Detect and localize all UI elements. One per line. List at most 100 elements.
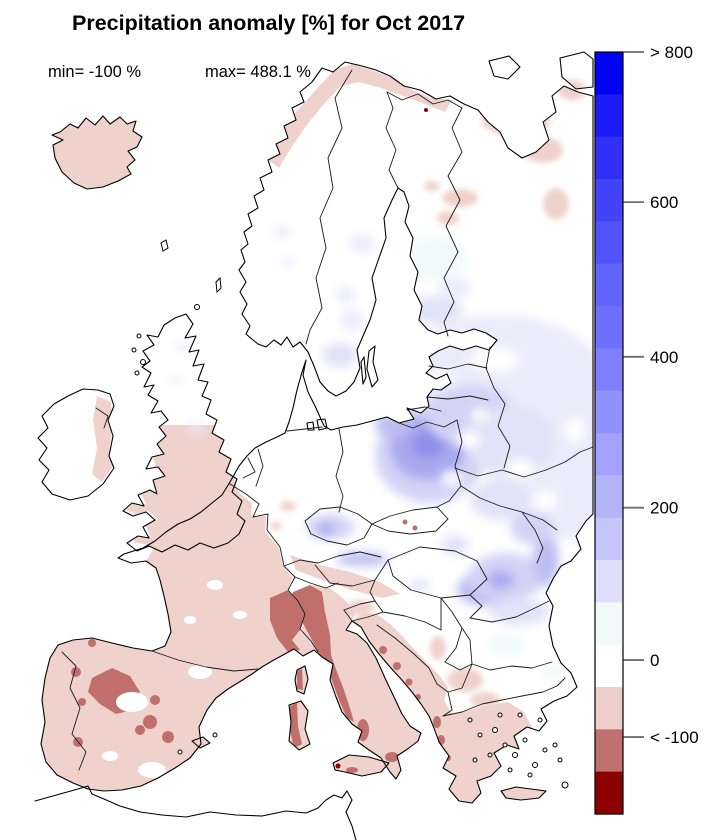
rose-spain-c <box>150 695 160 705</box>
anomaly-dry-norway-coast <box>268 64 452 168</box>
white-hole-s-spain <box>102 751 118 761</box>
colorbar-segment <box>595 602 623 646</box>
island-rhodes <box>561 781 569 789</box>
border-ie-uk <box>95 407 109 429</box>
coastlines <box>34 51 594 840</box>
island-hebrides-1 <box>136 333 142 339</box>
wet-field-w-ukraine <box>470 480 530 520</box>
border-no-fi-ru <box>386 91 463 337</box>
colorbar-segment <box>595 179 623 222</box>
colorbar-segment <box>595 136 623 180</box>
colorbar-tick-label: 200 <box>650 499 678 518</box>
border-ua-ro <box>460 485 558 531</box>
wet-field-transylvania <box>441 535 469 555</box>
island-aegean-11 <box>507 767 513 773</box>
colorbar-tick-label: > 800 <box>650 43 693 62</box>
island-aegean-12 <box>527 772 533 778</box>
rose-spain-c2 <box>135 725 145 735</box>
white-spot-3 <box>506 459 534 477</box>
border-fr-it-ch <box>283 565 319 653</box>
colorbar-segment <box>595 687 623 730</box>
rose-campania <box>357 719 369 741</box>
cyan-field-thrace <box>540 664 564 680</box>
wet-field-s-sweden <box>322 343 358 367</box>
border-lv-lt <box>426 395 489 401</box>
extreme-dry-sicily-dot <box>335 763 341 769</box>
min-value-label: min= -100 % <box>48 63 141 81</box>
border-pl-east <box>398 419 463 508</box>
border-danube-de-at <box>283 551 382 567</box>
colorbar-segment <box>595 517 623 561</box>
island-aegean-16 <box>552 742 558 748</box>
island-aegean-10 <box>472 757 478 763</box>
wet-field-scotland-2 <box>170 376 182 384</box>
border-bg-west <box>461 627 473 665</box>
rose-dalmatia-3 <box>405 678 413 686</box>
island-aegean-13 <box>497 712 503 718</box>
island-menorca <box>212 732 218 738</box>
border-at-south <box>314 559 389 587</box>
wet-field-sweden-3 <box>349 234 375 252</box>
wet-field-w-hungary <box>410 579 430 591</box>
white-spot-4 <box>471 409 489 421</box>
small-islands <box>131 239 569 789</box>
island-aegean-7 <box>532 762 538 768</box>
wet-field-s-finland <box>407 296 463 324</box>
wet-field-finland-lakes <box>439 278 471 298</box>
border-hr-north <box>382 597 442 631</box>
border-ch-it <box>294 576 339 589</box>
white-spot-7 <box>470 348 520 372</box>
anomaly-dry-england <box>126 425 242 550</box>
rose-sicily <box>346 767 358 773</box>
border-bg-south <box>471 661 553 671</box>
colorbar-segment <box>595 306 623 349</box>
border-by-ua <box>454 446 594 478</box>
white-spot-2 <box>442 471 462 485</box>
island-hebrides-3 <box>140 359 146 365</box>
colorbar-frame <box>594 51 624 815</box>
border-pt-es <box>61 651 87 771</box>
border-slovakia <box>371 506 449 535</box>
border-es-fr <box>151 650 259 672</box>
island-aegean-1 <box>467 717 473 723</box>
border-nl-de <box>255 448 264 487</box>
island-aegean-17 <box>557 757 563 763</box>
island-hebrides-2 <box>131 347 137 353</box>
border-si-hr-coast <box>351 611 384 622</box>
white-hole-france-2 <box>233 611 247 619</box>
dry-patch-n-greece <box>470 692 500 708</box>
colorbar-segment <box>595 348 623 392</box>
colorbar-segment <box>595 644 623 688</box>
colorbar-segment <box>595 94 623 138</box>
figure-title: Precipitation anomaly [%] for Oct 2017 <box>72 11 465 35</box>
dry-area-white-holes <box>102 580 247 778</box>
island-shetland <box>215 276 222 294</box>
island-aegean-14 <box>517 712 523 718</box>
rose-albania-1 <box>433 716 441 728</box>
wet-field-poland-core <box>411 430 445 458</box>
rose-portugal-c <box>78 698 86 706</box>
border-de-dk <box>286 426 323 432</box>
wet-field-sweden-2 <box>340 310 364 330</box>
island-aegean-9 <box>487 752 493 758</box>
dry-patch-lapland-2 <box>424 181 440 191</box>
border-no-se <box>305 69 353 345</box>
wet-field-norway-mid <box>274 226 290 238</box>
island-aegean-2 <box>477 732 483 738</box>
cyan-field-s-bulgaria <box>485 635 525 655</box>
border-slovenia <box>343 600 384 613</box>
white-hole-andalusia <box>138 762 166 778</box>
wet-field-romania-core <box>487 571 515 589</box>
wet-field-scotland <box>175 342 189 352</box>
colorbar-segment <box>595 390 623 434</box>
island-aegean-4 <box>502 742 508 748</box>
extreme-dry-portugal-dot <box>76 622 80 626</box>
border-ee-lv <box>428 363 488 370</box>
colorbar-segment <box>595 475 623 519</box>
coast-north-africa <box>34 785 357 840</box>
border-ee-ru <box>485 346 495 389</box>
rose-nw-italy <box>290 585 354 722</box>
white-spot-5 <box>533 490 557 510</box>
island-orkney <box>194 304 200 310</box>
